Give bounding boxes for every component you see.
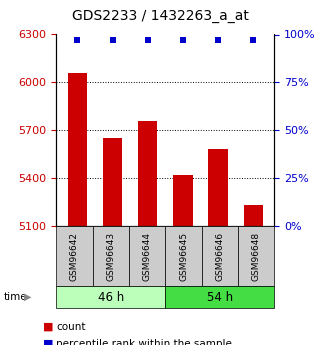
Text: ▶: ▶: [24, 292, 31, 302]
Point: [110, 37, 115, 43]
Bar: [208, 149, 228, 226]
Point: [180, 37, 186, 43]
Bar: [68, 73, 87, 226]
Text: GDS2233 / 1432263_a_at: GDS2233 / 1432263_a_at: [72, 9, 249, 23]
Text: percentile rank within the sample: percentile rank within the sample: [56, 339, 232, 345]
Text: GSM96642: GSM96642: [70, 231, 79, 281]
Point: [216, 37, 221, 43]
Text: 46 h: 46 h: [98, 290, 124, 304]
Bar: [103, 138, 122, 226]
Point: [75, 37, 80, 43]
Text: GSM96643: GSM96643: [106, 231, 115, 281]
Point: [145, 37, 150, 43]
Point: [251, 37, 256, 43]
Text: count: count: [56, 322, 86, 332]
Text: GSM96645: GSM96645: [179, 231, 188, 281]
Text: GSM96644: GSM96644: [143, 231, 152, 281]
Bar: [138, 121, 157, 226]
Text: GSM96646: GSM96646: [215, 231, 224, 281]
Text: 54 h: 54 h: [207, 290, 233, 304]
Text: ■: ■: [43, 322, 54, 332]
Text: time: time: [3, 292, 27, 302]
Bar: [244, 205, 263, 226]
Bar: [173, 175, 193, 226]
Text: ■: ■: [43, 339, 54, 345]
Text: GSM96648: GSM96648: [252, 231, 261, 281]
